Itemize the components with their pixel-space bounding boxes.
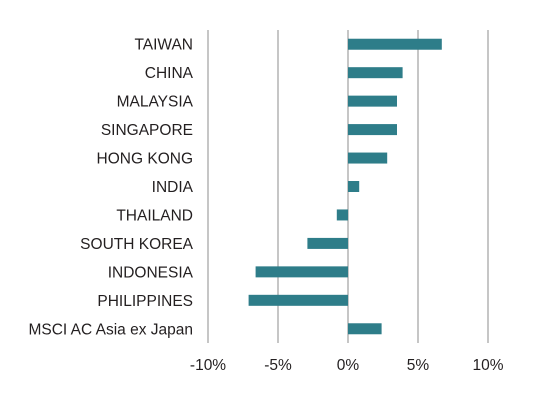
x-tick-label: -10% [190,357,226,374]
bars [248,38,442,335]
bar [348,95,397,107]
bar [348,181,360,192]
category-label: INDONESIA [108,264,194,281]
bar [307,237,348,249]
x-tick-label: 0% [337,357,360,374]
bar [248,294,348,306]
bar [348,124,397,136]
category-label: HONG KONG [97,151,193,168]
bar [348,323,382,335]
bar [348,67,403,79]
category-label: THAILAND [116,207,193,224]
category-labels: TAIWAN CHINA MALAYSIA SINGAPORE HONG KONG IND… [28,37,193,339]
bar [336,209,348,221]
category-label: SINGAPORE [101,122,193,139]
x-tick-label: -5% [264,357,292,374]
x-tick-label: 5% [407,357,430,374]
category-label: MALAYSIA [117,94,194,111]
bar [348,38,442,50]
category-label: CHINA [145,65,194,82]
x-tick-label: 10% [472,357,503,374]
bar [348,152,388,164]
category-label: SOUTH KOREA [80,236,193,253]
category-label: PHILIPPINES [97,293,193,310]
bar [255,266,348,278]
x-tick-labels: -10% -5% 0% 5% 10% [190,357,504,374]
category-label: INDIA [152,179,194,196]
category-label: TAIWAN [134,37,193,54]
category-label: MSCI AC Asia ex Japan [28,321,193,338]
